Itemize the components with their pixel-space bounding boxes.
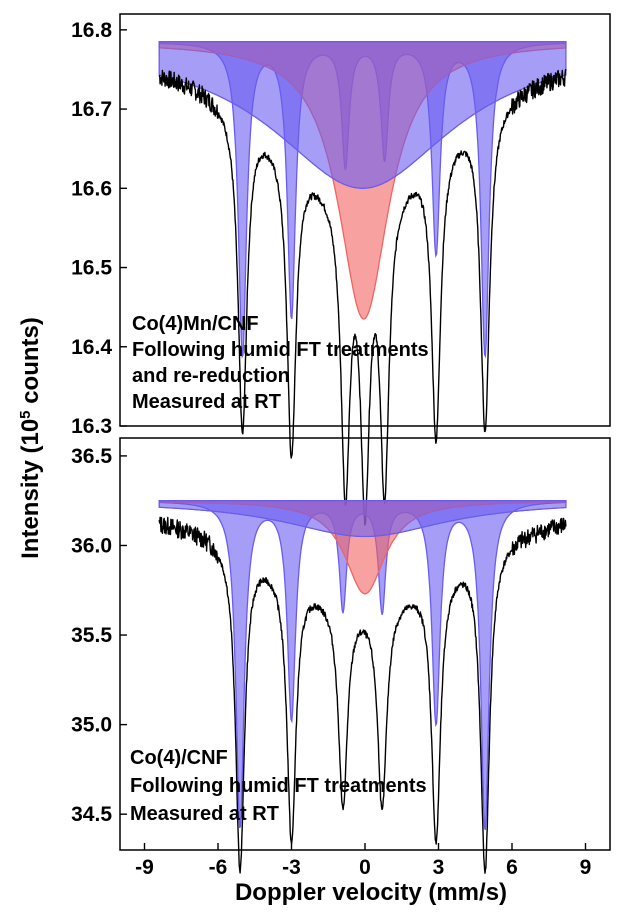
top-y-tick-label-1: 16.4: [71, 336, 112, 359]
x-tick-label-5: 6: [506, 856, 518, 879]
bot-y-tick-label-1: 35.0: [71, 714, 112, 737]
bottom-y-axis-ticks: 34.5 35.0 35.5 36.0 36.5: [71, 445, 127, 826]
bottom-panel: 34.5 35.0 35.5 36.0 36.5 -9 -6 -3 0 3 6 9 Co(4)/CN…: [71, 437, 611, 879]
y-axis-title-main: Intensity (10: [17, 419, 44, 559]
bottom-fitted-components: [158, 500, 567, 831]
top-y-tick-label-5: 16.8: [71, 19, 112, 42]
top-annotation-line-1: Co(4)Mn/CNF: [132, 313, 259, 335]
top-measured-spectrum-line: [158, 68, 567, 526]
top-y-tick-label-3: 16.6: [71, 177, 112, 200]
bot-y-tick-label-3: 36.0: [71, 534, 112, 557]
bot-y-tick-label-4: 36.5: [71, 445, 112, 468]
x-axis-ticks: -9 -6 -3 0 3 6 9: [135, 843, 591, 879]
top-plot-frame: [119, 13, 611, 427]
top-y-tick-label-0: 16.3: [71, 415, 112, 438]
x-tick-label-3: 0: [359, 856, 371, 879]
top-annotation-line-4: Measured at RT: [132, 391, 281, 413]
top-fitted-components: [158, 41, 567, 359]
top-annotation-line-2: Following humid FT treatments: [132, 339, 429, 361]
bot-component-2: [158, 500, 567, 538]
x-axis-title: Doppler velocity (mm/s): [235, 879, 507, 906]
bottom-annotation-line-1: Co(4)/CNF: [130, 747, 228, 769]
x-tick-label-1: -6: [209, 856, 228, 879]
bottom-annotation-line-3: Measured at RT: [130, 803, 279, 825]
x-tick-label-2: -3: [282, 856, 301, 879]
x-tick-label-4: 3: [433, 856, 445, 879]
bottom-annotation-line-2: Following humid FT treatments: [130, 775, 427, 797]
y-axis-title: Intensity (105 counts): [17, 317, 45, 559]
top-y-tick-label-4: 16.7: [71, 98, 112, 121]
top-component-2: [158, 41, 567, 189]
y-axis-title-end: counts): [17, 317, 44, 410]
bot-y-tick-label-2: 35.5: [71, 624, 112, 647]
x-tick-label-6: 9: [580, 856, 592, 879]
top-annotation-line-3: and re-reduction: [132, 365, 290, 387]
bottom-measured-spectrum-line: [158, 516, 567, 874]
y-axis-title-superscript: 5: [17, 410, 34, 418]
top-panel: 16.3 16.4 16.5 16.6 16.7 16.8 Co(4)Mn/CNF Fol…: [71, 13, 611, 526]
top-y-axis-ticks: 16.3 16.4 16.5 16.6 16.7 16.8: [71, 19, 127, 438]
bot-y-tick-label-0: 34.5: [71, 803, 112, 826]
x-tick-label-0: -9: [135, 856, 154, 879]
top-y-tick-label-2: 16.5: [71, 257, 112, 280]
